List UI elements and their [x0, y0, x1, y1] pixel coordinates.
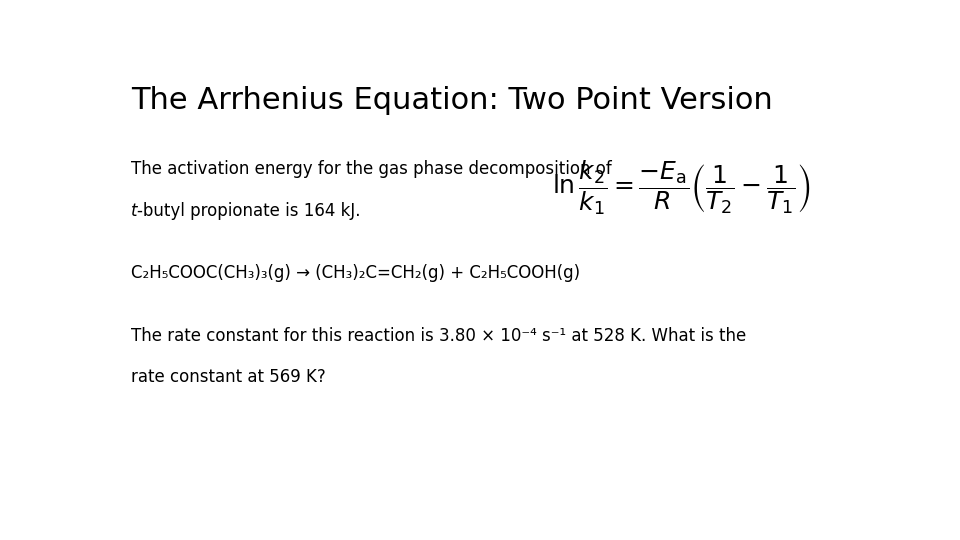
Text: -butyl propionate is 164 kJ.: -butyl propionate is 164 kJ. [136, 202, 360, 220]
Text: $\ln\dfrac{k_2}{k_1} = \dfrac{-E_{\mathrm{a}}}{R}\left(\dfrac{1}{T_2} - \dfrac{1: $\ln\dfrac{k_2}{k_1} = \dfrac{-E_{\mathr… [551, 158, 810, 217]
Text: C₂H₅COOC(CH₃)₃(g) → (CH₃)₂C=CH₂(g) + C₂H₅COOH(g): C₂H₅COOC(CH₃)₃(g) → (CH₃)₂C=CH₂(g) + C₂H… [132, 265, 580, 282]
Text: The rate constant for this reaction is 3.80 × 10⁻⁴ s⁻¹ at 528 K. What is the: The rate constant for this reaction is 3… [132, 327, 747, 345]
Text: rate constant at 569 K?: rate constant at 569 K? [132, 368, 325, 386]
Text: t: t [132, 202, 137, 220]
Text: The Arrhenius Equation: Two Point Version: The Arrhenius Equation: Two Point Versio… [132, 85, 773, 114]
Text: The activation energy for the gas phase decomposition of: The activation energy for the gas phase … [132, 160, 612, 178]
